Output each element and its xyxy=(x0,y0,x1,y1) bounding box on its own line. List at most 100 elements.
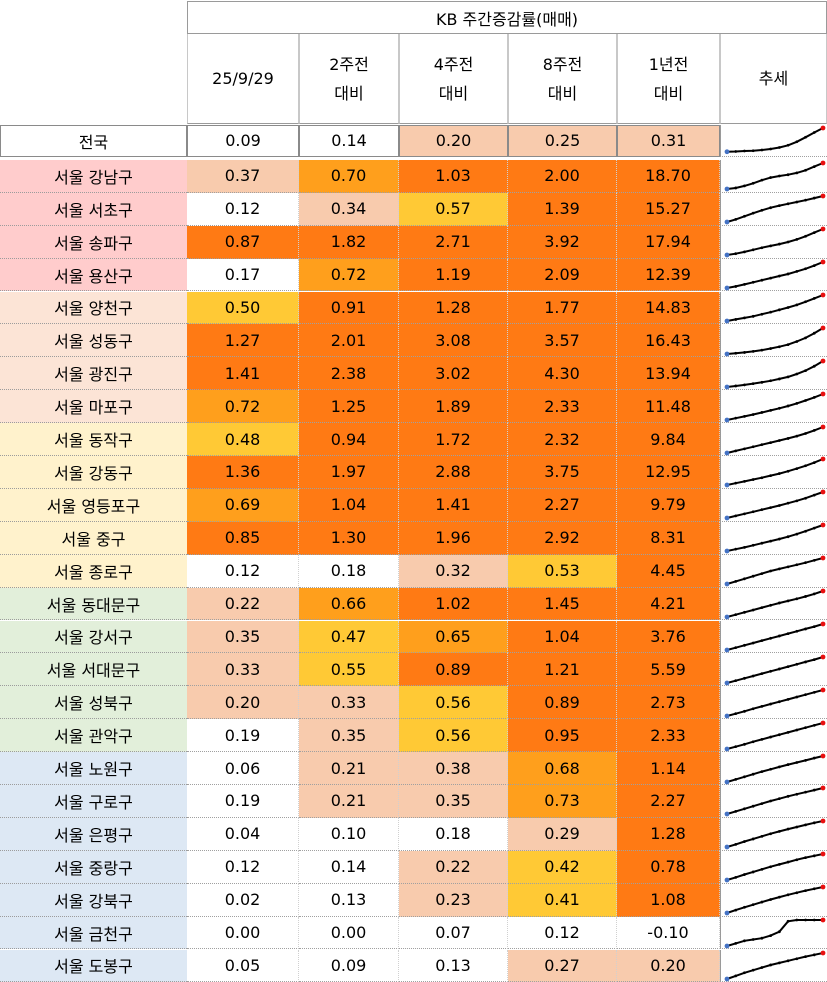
value-cell[interactable]: 0.38 xyxy=(399,752,508,785)
trend-sparkline-cell[interactable] xyxy=(720,522,827,555)
value-cell[interactable]: 9.79 xyxy=(617,489,720,522)
value-cell[interactable]: 0.06 xyxy=(187,752,299,785)
value-cell[interactable]: 0.20 xyxy=(617,950,720,982)
trend-sparkline-cell[interactable] xyxy=(720,456,827,489)
value-cell[interactable]: 1.04 xyxy=(299,489,399,522)
value-cell[interactable]: 11.48 xyxy=(617,390,720,423)
value-cell[interactable]: 1.45 xyxy=(508,588,617,621)
trend-sparkline-cell[interactable] xyxy=(720,686,827,719)
region-name-cell[interactable]: 서울 강북구 xyxy=(0,884,187,917)
value-cell[interactable]: 2.27 xyxy=(617,785,720,818)
value-cell[interactable]: 0.09 xyxy=(187,125,299,157)
value-cell[interactable]: 2.33 xyxy=(508,390,617,423)
value-cell[interactable]: 1.28 xyxy=(399,292,508,325)
value-cell[interactable]: 1.14 xyxy=(617,752,720,785)
region-name-cell[interactable]: 서울 중랑구 xyxy=(0,851,187,884)
value-cell[interactable]: 0.50 xyxy=(187,292,299,325)
value-cell[interactable]: 0.35 xyxy=(299,719,399,752)
value-cell[interactable]: 4.30 xyxy=(508,357,617,390)
value-cell[interactable]: 0.47 xyxy=(299,621,399,654)
value-cell[interactable]: 0.04 xyxy=(187,818,299,851)
value-cell[interactable]: 0.25 xyxy=(508,125,617,157)
column-header-0[interactable]: 25/9/29 xyxy=(187,34,299,124)
value-cell[interactable]: 0.89 xyxy=(399,653,508,686)
value-cell[interactable]: 0.41 xyxy=(508,884,617,917)
value-cell[interactable]: 2.32 xyxy=(508,423,617,456)
region-name-cell[interactable]: 서울 성동구 xyxy=(0,324,187,357)
value-cell[interactable]: 1.82 xyxy=(299,226,399,259)
trend-sparkline-cell[interactable] xyxy=(720,917,827,950)
value-cell[interactable]: 0.73 xyxy=(508,785,617,818)
trend-sparkline-cell[interactable] xyxy=(720,785,827,818)
value-cell[interactable]: 0.20 xyxy=(399,125,508,157)
region-name-cell[interactable]: 서울 동작구 xyxy=(0,423,187,456)
trend-sparkline-cell[interactable] xyxy=(720,357,827,390)
value-cell[interactable]: 0.55 xyxy=(299,653,399,686)
value-cell[interactable]: 0.68 xyxy=(508,752,617,785)
region-name-cell[interactable]: 서울 성북구 xyxy=(0,686,187,719)
value-cell[interactable]: 3.57 xyxy=(508,324,617,357)
region-name-cell[interactable]: 서울 광진구 xyxy=(0,357,187,390)
value-cell[interactable]: 3.76 xyxy=(617,621,720,654)
value-cell[interactable]: 1.39 xyxy=(508,193,617,226)
value-cell[interactable]: 1.72 xyxy=(399,423,508,456)
trend-sparkline-cell[interactable] xyxy=(720,292,827,325)
value-cell[interactable]: 1.03 xyxy=(399,160,508,193)
region-name-cell[interactable]: 서울 강서구 xyxy=(0,621,187,654)
value-cell[interactable]: 9.84 xyxy=(617,423,720,456)
value-cell[interactable]: 0.85 xyxy=(187,522,299,555)
value-cell[interactable]: 3.92 xyxy=(508,226,617,259)
region-name-cell[interactable]: 서울 구로구 xyxy=(0,785,187,818)
value-cell[interactable]: 1.19 xyxy=(399,259,508,292)
value-cell[interactable]: 16.43 xyxy=(617,324,720,357)
region-name-cell[interactable]: 서울 영등포구 xyxy=(0,489,187,522)
value-cell[interactable]: 2.88 xyxy=(399,456,508,489)
region-name-cell[interactable]: 서울 종로구 xyxy=(0,555,187,588)
value-cell[interactable]: 0.78 xyxy=(617,851,720,884)
value-cell[interactable]: 0.14 xyxy=(299,125,399,157)
trend-sparkline-cell[interactable] xyxy=(720,555,827,588)
value-cell[interactable]: 1.41 xyxy=(399,489,508,522)
region-name-cell[interactable]: 서울 서대문구 xyxy=(0,653,187,686)
value-cell[interactable]: 0.94 xyxy=(299,423,399,456)
value-cell[interactable]: 1.08 xyxy=(617,884,720,917)
value-cell[interactable]: 1.41 xyxy=(187,357,299,390)
region-name-cell[interactable]: 서울 강동구 xyxy=(0,456,187,489)
trend-sparkline-cell[interactable] xyxy=(720,653,827,686)
trend-sparkline-cell[interactable] xyxy=(720,259,827,292)
value-cell[interactable]: -0.10 xyxy=(617,917,720,950)
value-cell[interactable]: 2.38 xyxy=(299,357,399,390)
value-cell[interactable]: 0.42 xyxy=(508,851,617,884)
region-name-cell[interactable]: 서울 노원구 xyxy=(0,752,187,785)
value-cell[interactable]: 0.12 xyxy=(508,917,617,950)
region-name-cell[interactable]: 서울 중구 xyxy=(0,522,187,555)
value-cell[interactable]: 15.27 xyxy=(617,193,720,226)
trend-sparkline-cell[interactable] xyxy=(720,226,827,259)
value-cell[interactable]: 0.19 xyxy=(187,719,299,752)
value-cell[interactable]: 0.13 xyxy=(399,950,508,982)
value-cell[interactable]: 0.00 xyxy=(299,917,399,950)
value-cell[interactable]: 1.25 xyxy=(299,390,399,423)
region-name-cell[interactable]: 서울 강남구 xyxy=(0,160,187,193)
value-cell[interactable]: 2.27 xyxy=(508,489,617,522)
value-cell[interactable]: 0.72 xyxy=(299,259,399,292)
region-name-cell[interactable]: 서울 관악구 xyxy=(0,719,187,752)
trend-sparkline-cell[interactable] xyxy=(720,950,827,982)
region-name-cell[interactable]: 서울 동대문구 xyxy=(0,588,187,621)
value-cell[interactable]: 0.18 xyxy=(399,818,508,851)
trend-sparkline-cell[interactable] xyxy=(720,423,827,456)
value-cell[interactable]: 0.70 xyxy=(299,160,399,193)
value-cell[interactable]: 0.12 xyxy=(187,193,299,226)
trend-sparkline-cell[interactable] xyxy=(720,818,827,851)
value-cell[interactable]: 3.08 xyxy=(399,324,508,357)
value-cell[interactable]: 17.94 xyxy=(617,226,720,259)
value-cell[interactable]: 0.22 xyxy=(399,851,508,884)
value-cell[interactable]: 2.92 xyxy=(508,522,617,555)
value-cell[interactable]: 1.04 xyxy=(508,621,617,654)
value-cell[interactable]: 2.71 xyxy=(399,226,508,259)
value-cell[interactable]: 0.10 xyxy=(299,818,399,851)
value-cell[interactable]: 0.13 xyxy=(299,884,399,917)
value-cell[interactable]: 0.34 xyxy=(299,193,399,226)
value-cell[interactable]: 0.27 xyxy=(508,950,617,982)
value-cell[interactable]: 12.39 xyxy=(617,259,720,292)
